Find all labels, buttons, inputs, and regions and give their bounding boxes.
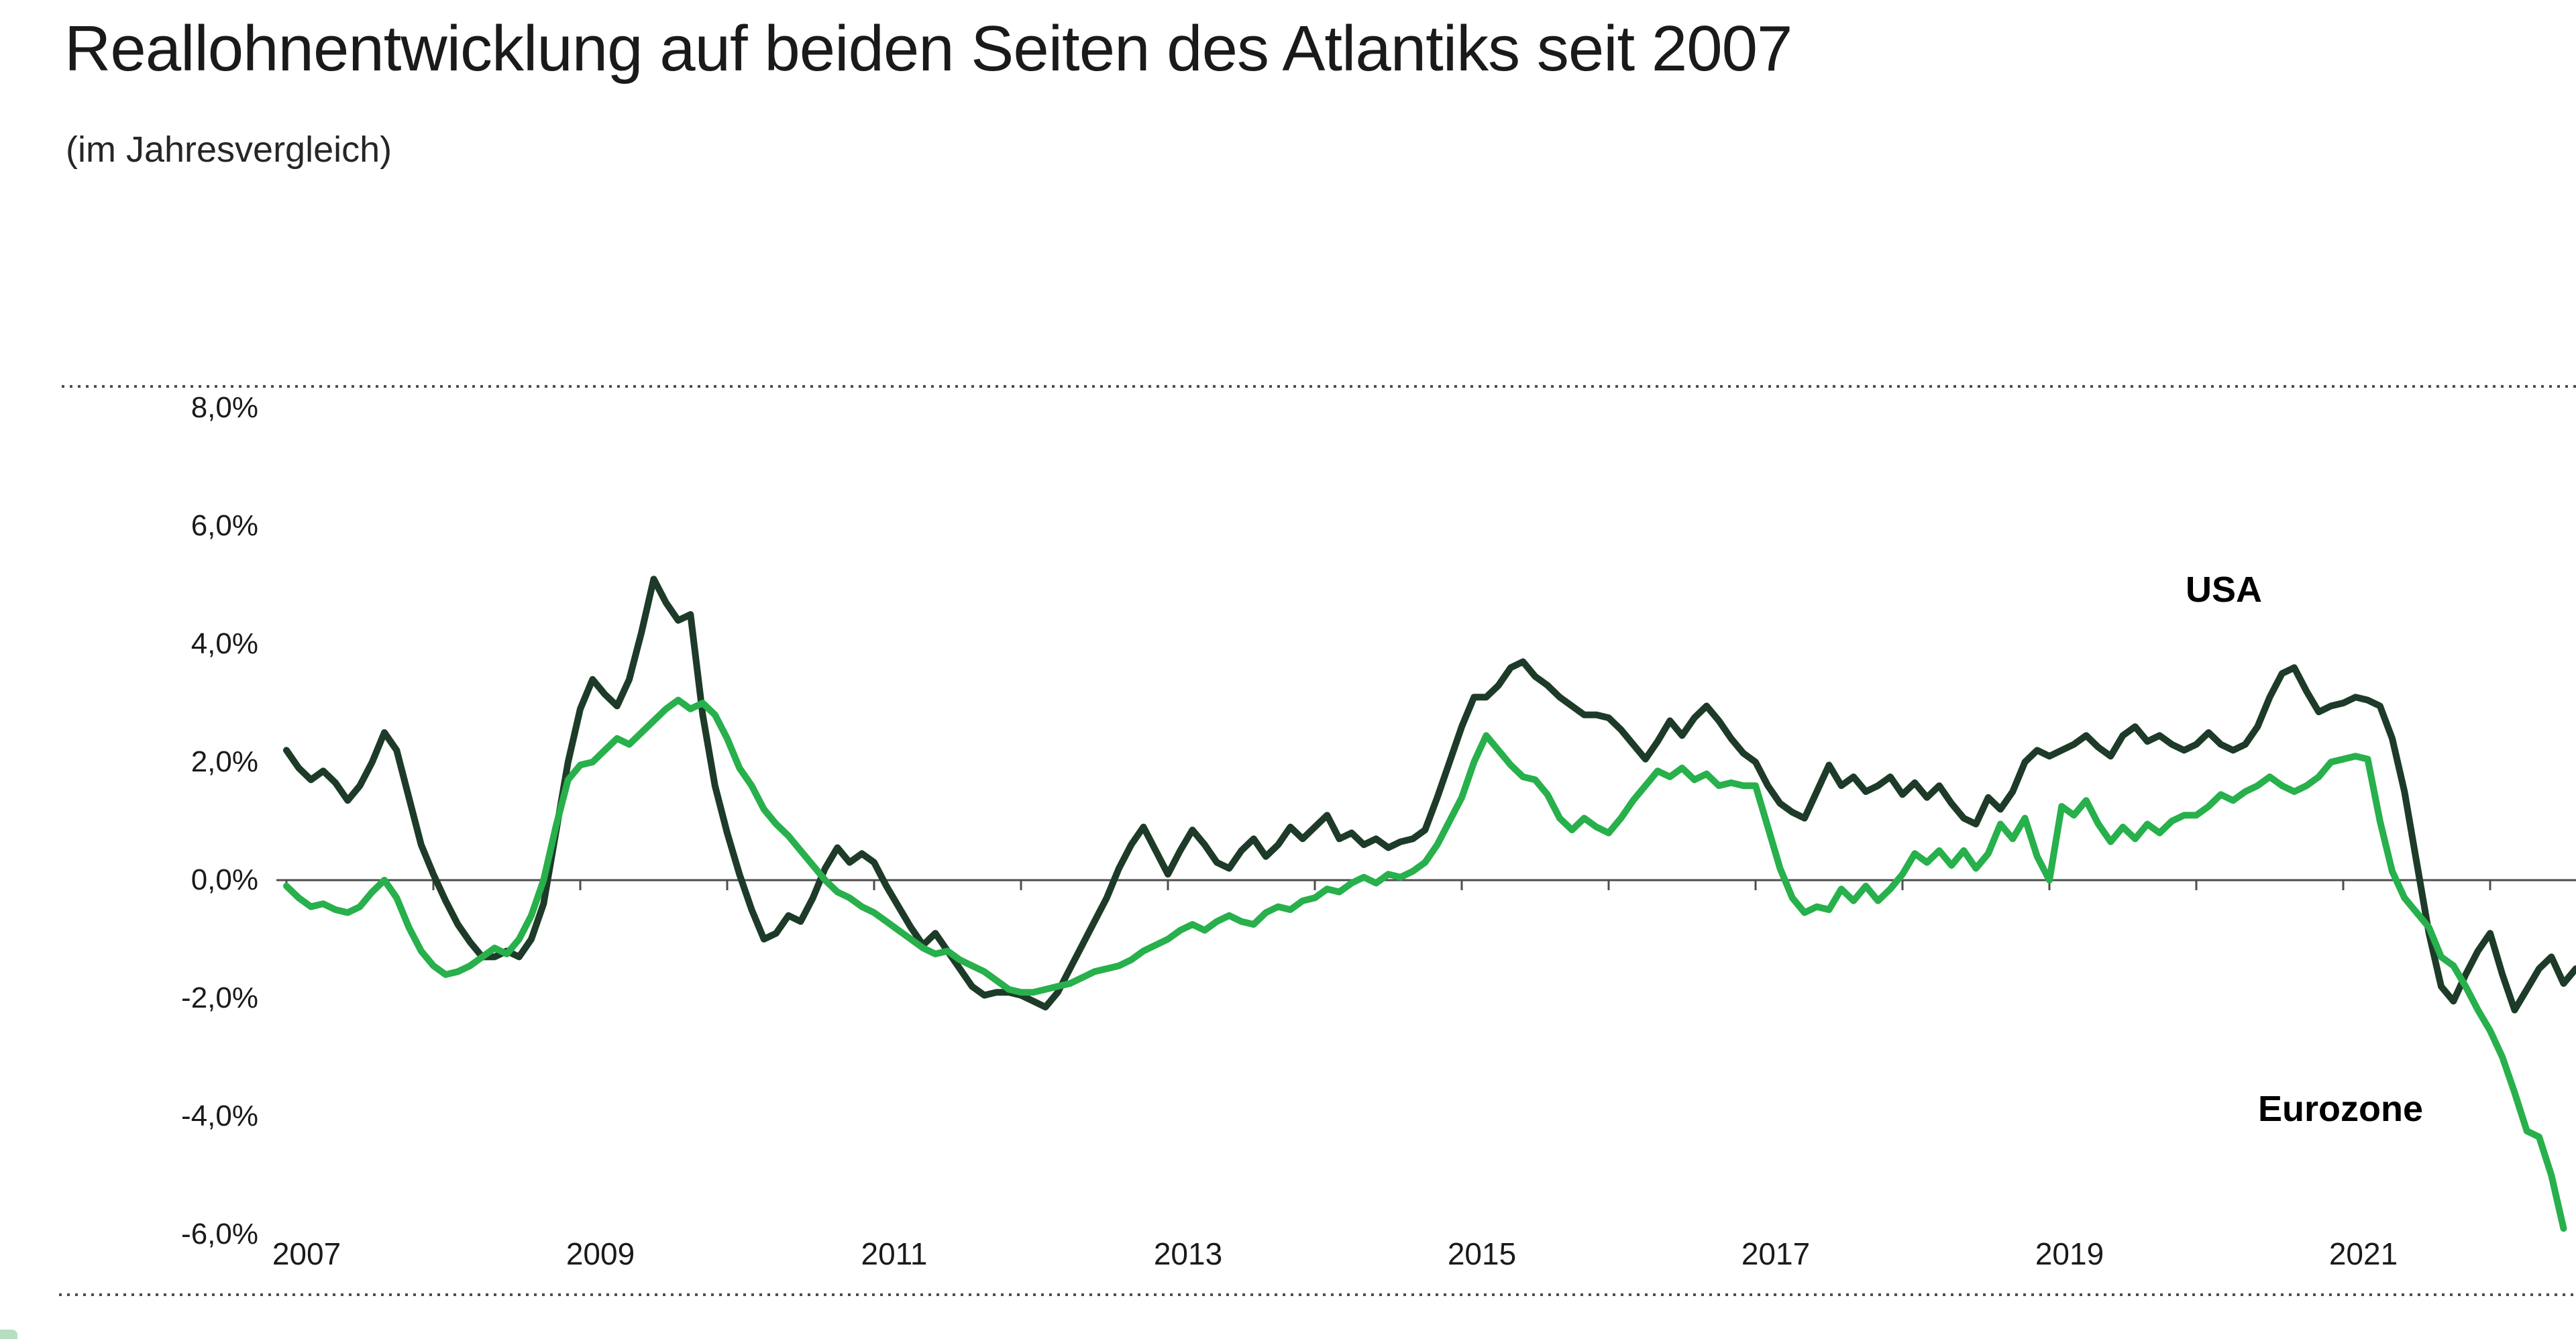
x-axis-label: 2007 — [272, 1236, 341, 1271]
chart-title: Reallohnentwicklung auf beiden Seiten de… — [64, 13, 1792, 85]
x-axis-label: 2019 — [2035, 1236, 2104, 1271]
y-axis-label: -2,0% — [181, 981, 258, 1014]
x-axis-label: 2021 — [2328, 1236, 2398, 1271]
series-line-eurozone — [283, 696, 2567, 1232]
x-axis-label: 2013 — [1153, 1236, 1223, 1271]
x-axis-label: 2009 — [566, 1236, 635, 1271]
logo-fragment — [0, 1330, 17, 1339]
top-dotted-separator — [62, 385, 2576, 388]
series-label-usa: USA — [2186, 570, 2263, 610]
y-axis-label: 4,0% — [191, 627, 258, 660]
y-axis-label: 2,0% — [191, 745, 258, 778]
x-axis-label: 2011 — [861, 1236, 928, 1271]
series-label-eurozone: Eurozone — [2258, 1089, 2424, 1129]
bottom-dotted-separator — [59, 1293, 2576, 1296]
chart-subtitle: (im Jahresvergleich) — [66, 129, 392, 170]
series-line-usa — [283, 576, 2576, 1014]
y-axis-label: 8,0% — [191, 391, 258, 424]
y-axis-label: 6,0% — [191, 509, 258, 542]
y-axis-label: -6,0% — [181, 1218, 258, 1250]
y-axis-label: 0,0% — [191, 863, 258, 896]
y-axis-label: -4,0% — [181, 1100, 258, 1132]
x-axis-label: 2017 — [1741, 1236, 1811, 1271]
x-axis-label: 2015 — [1447, 1236, 1517, 1271]
